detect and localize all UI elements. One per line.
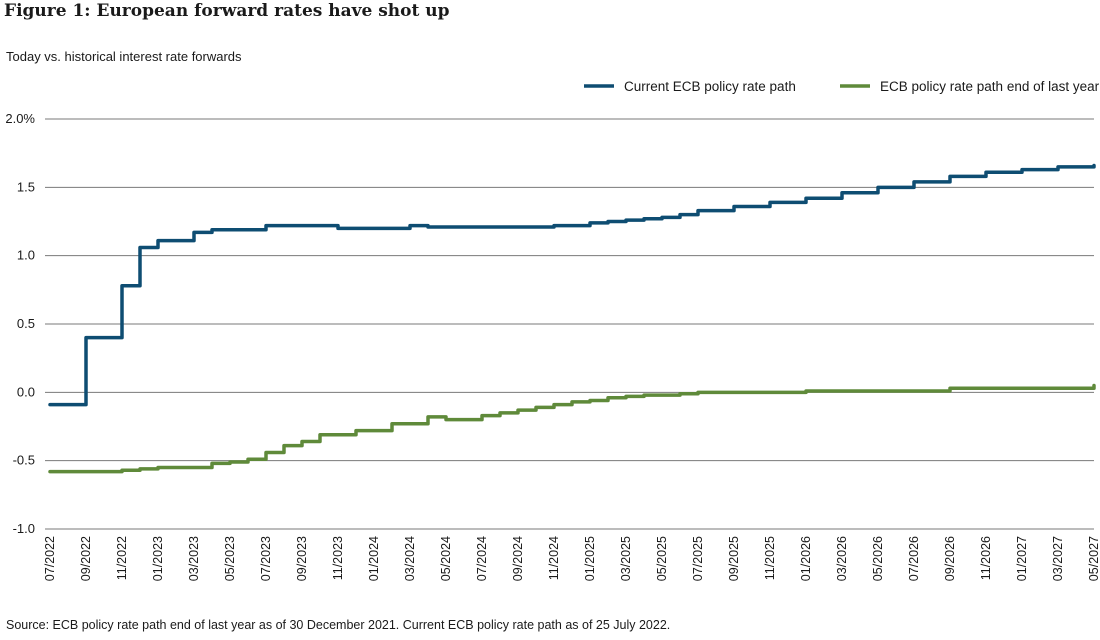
x-tick-label: 03/2026 (835, 536, 849, 581)
x-tick-label: 09/2022 (79, 536, 93, 581)
figure-title: Figure 1: European forward rates have sh… (4, 1, 450, 21)
x-tick-label: 05/2026 (871, 536, 885, 581)
series-lines (48, 163, 1096, 474)
y-tick-label: 0.5 (17, 316, 35, 331)
x-tick-label: 03/2025 (619, 536, 633, 581)
x-axis-ticks: 07/2022 09/2022 11/2022 01/2023 03/2023 05/20… (43, 536, 1100, 581)
x-tick-label: 07/2024 (475, 536, 489, 581)
x-tick-label: 05/2025 (655, 536, 669, 581)
y-tick-label: 2.0% (5, 111, 35, 126)
legend-label-1: Current ECB policy rate path (624, 79, 796, 94)
x-tick-label: 05/2024 (439, 536, 453, 581)
x-tick-label: 01/2026 (799, 536, 813, 581)
legend-label-2: ECB policy rate path end of last year (880, 79, 1100, 94)
legend: Current ECB policy rate path ECB policy r… (584, 79, 1100, 94)
y-tick-label: 1.0 (17, 248, 35, 263)
x-tick-label: 05/2023 (223, 536, 237, 581)
figure-subtitle: Today vs. historical interest rate forwa… (6, 49, 242, 64)
x-tick-label: 03/2023 (187, 536, 201, 581)
x-tick-label: 07/2022 (43, 536, 57, 581)
y-tick-label: -1.0 (13, 521, 35, 536)
x-tick-label: 01/2027 (1015, 536, 1029, 581)
x-tick-label: 05/2027 (1087, 536, 1100, 581)
x-tick-label: 03/2024 (403, 536, 417, 581)
x-tick-label: 11/2026 (979, 536, 993, 580)
x-tick-label: 01/2024 (367, 536, 381, 581)
x-tick-label: 11/2024 (547, 536, 561, 580)
source-note: Source: ECB policy rate path end of last… (6, 618, 671, 632)
x-tick-label: 11/2022 (115, 536, 129, 580)
x-tick-label: 03/2027 (1051, 536, 1065, 581)
series-line-2 (48, 383, 1096, 474)
x-tick-label: 07/2026 (907, 536, 921, 581)
x-tick-label: 07/2023 (259, 536, 273, 581)
x-tick-label: 01/2025 (583, 536, 597, 581)
x-tick-label: 09/2024 (511, 536, 525, 581)
y-axis-ticks: -1.0 -0.5 0.0 0.5 1.0 1.5 2.0% (5, 111, 35, 536)
x-tick-label: 09/2025 (727, 536, 741, 581)
series-line-1 (48, 163, 1096, 407)
y-tick-label: 0.0 (17, 384, 35, 399)
x-tick-label: 01/2023 (151, 536, 165, 581)
x-tick-label: 09/2023 (295, 536, 309, 581)
x-tick-label: 09/2026 (943, 536, 957, 581)
y-tick-label: 1.5 (17, 179, 35, 194)
x-tick-label: 07/2025 (691, 536, 705, 581)
x-tick-label: 11/2023 (331, 536, 345, 580)
y-tick-label: -0.5 (13, 453, 35, 468)
x-tick-label: 11/2025 (763, 536, 777, 580)
